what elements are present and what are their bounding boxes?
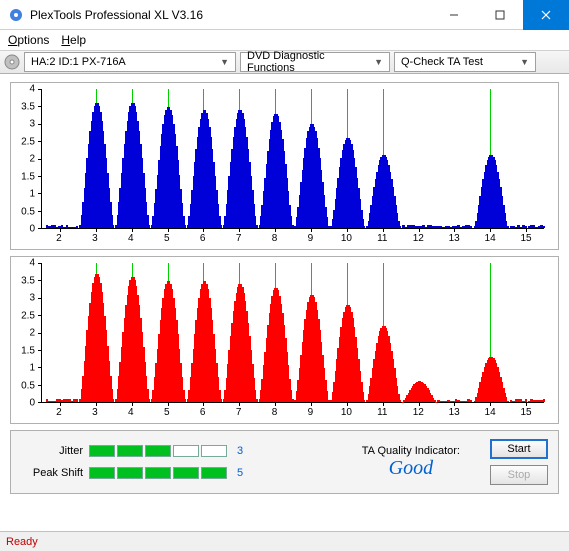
ta-quality-value: Good [362,457,460,480]
top-chart-panel: 00.511.522.533.54 23456789101112131415 [10,82,559,250]
jitter-meter [89,445,227,457]
drive-select-value: HA:2 ID:1 PX-716A [31,56,126,68]
start-button[interactable]: Start [490,439,548,459]
jitter-label: Jitter [21,445,83,457]
results-panel: Jitter 3 Peak Shift 5 TA Quality Indicat… [10,430,559,494]
top-chart: 00.511.522.533.54 23456789101112131415 [15,89,544,247]
bottom-chart: 00.511.522.533.54 23456789101112131415 [15,263,544,421]
window-title: PlexTools Professional XL V3.16 [30,8,431,22]
toolbar: HA:2 ID:1 PX-716A ▼ DVD Diagnostic Functi… [0,50,569,74]
statusbar: Ready [0,531,569,551]
ta-quality-label: TA Quality Indicator: [362,445,460,457]
function-select-value: DVD Diagnostic Functions [247,50,370,74]
titlebar: PlexTools Professional XL V3.16 [0,0,569,30]
peakshift-label: Peak Shift [21,467,83,479]
disc-icon [4,54,20,70]
chevron-down-icon: ▼ [516,57,533,67]
test-select[interactable]: Q-Check TA Test ▼ [394,52,536,72]
peakshift-meter [89,467,227,479]
menu-options[interactable]: Options [8,33,49,47]
minimize-button[interactable] [431,0,477,30]
bottom-chart-panel: 00.511.522.533.54 23456789101112131415 [10,256,559,424]
status-text: Ready [6,536,38,548]
jitter-row: Jitter 3 [21,443,243,459]
chevron-down-icon: ▼ [370,57,387,67]
maximize-button[interactable] [477,0,523,30]
peakshift-row: Peak Shift 5 [21,465,243,481]
chevron-down-icon: ▼ [216,57,233,67]
jitter-value: 3 [237,445,243,457]
app-icon [8,7,24,23]
drive-select[interactable]: HA:2 ID:1 PX-716A ▼ [24,52,236,72]
menu-help[interactable]: Help [61,33,86,47]
ta-quality-block: TA Quality Indicator: Good [362,445,460,480]
main-content: 00.511.522.533.54 23456789101112131415 0… [0,74,569,498]
stop-button: Stop [490,465,548,485]
menubar: Options Help [0,30,569,50]
peakshift-value: 5 [237,467,243,479]
close-button[interactable] [523,0,569,30]
test-select-value: Q-Check TA Test [401,56,483,68]
function-select[interactable]: DVD Diagnostic Functions▼ [240,52,390,72]
